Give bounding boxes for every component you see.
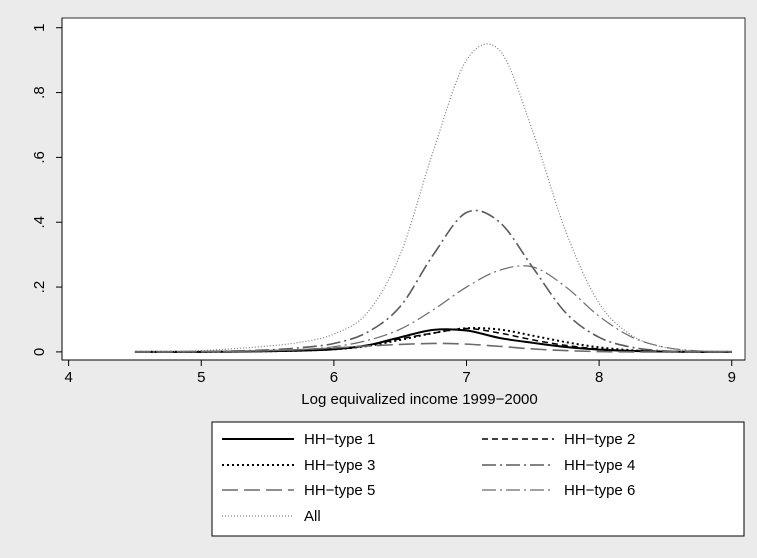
x-tick-label: 7	[462, 369, 470, 386]
x-tick-label: 5	[197, 369, 205, 386]
series-lines	[134, 43, 732, 353]
y-tick-label: .8	[31, 86, 48, 99]
x-tick-label: 6	[330, 369, 338, 386]
x-tick-label: 9	[728, 369, 736, 386]
legend-label-4: HH−type 4	[564, 457, 635, 474]
axes: 4 5 6 7 8 9 0 .2 .4 .6 .8 1	[31, 18, 745, 386]
y-tick-label: .2	[31, 281, 48, 294]
y-tick-label: .6	[31, 151, 48, 164]
legend-label-3: HH−type 3	[304, 457, 375, 474]
y-tick-label: .4	[31, 216, 48, 229]
legend-label-2: HH−type 2	[564, 431, 635, 448]
legend-label-6: HH−type 6	[564, 482, 635, 499]
y-tick-label: 0	[31, 348, 48, 356]
plot-region	[61, 17, 746, 361]
legend-label-1: HH−type 1	[304, 431, 375, 448]
legend-label-7: All	[304, 508, 321, 525]
series-line-3	[134, 327, 732, 353]
x-tick-label: 4	[64, 369, 72, 386]
legend-label-5: HH−type 5	[304, 482, 375, 499]
series-line-6	[134, 265, 732, 353]
x-tick-label: 8	[595, 369, 603, 386]
legend: HH−type 1 HH−type 2 HH−type 3 HH−type 4 HH−t…	[211, 421, 745, 537]
legend-box	[211, 421, 745, 537]
y-tick-label: 1	[31, 24, 48, 32]
x-axis-label: Log equivalized income 1999−2000	[301, 391, 537, 408]
